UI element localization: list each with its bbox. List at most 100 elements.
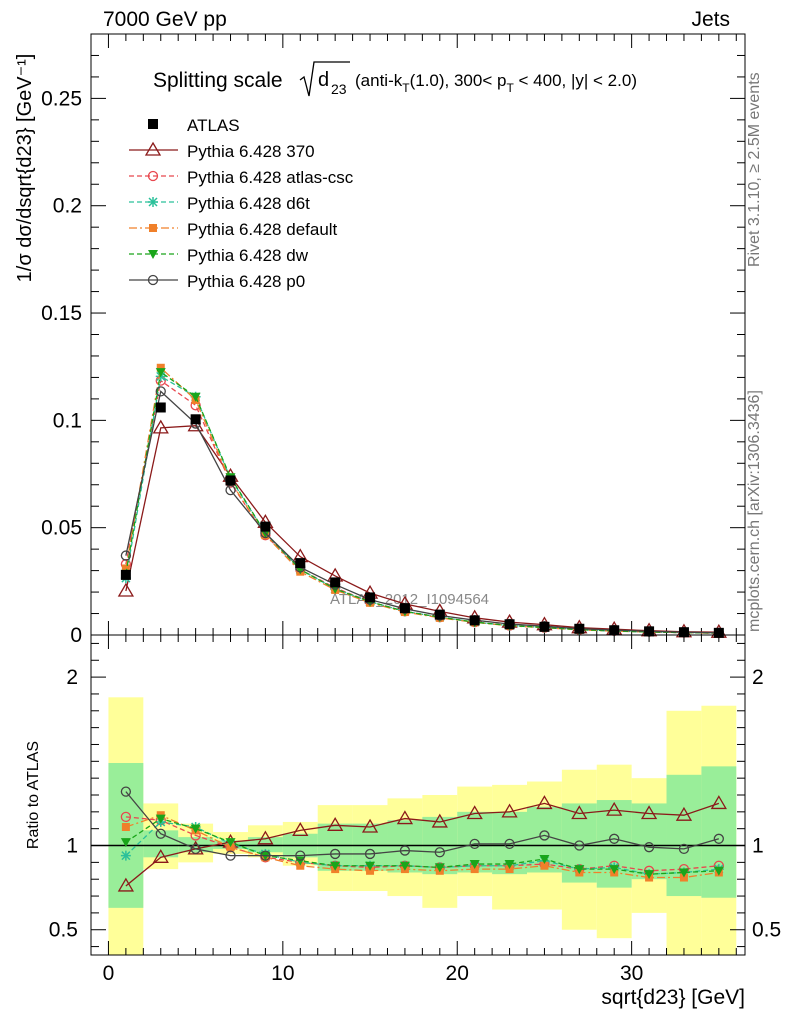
data-point [504,619,515,630]
data-point [675,806,693,821]
data-point [147,170,159,182]
data-point [678,627,689,638]
legend-label: Pythia 6.428 dw [187,246,309,265]
data-point [187,417,204,432]
data-point [469,615,480,626]
y-tick-label: 0.1 [53,409,82,432]
ratio-y-axis-label: Ratio to ATLAS [25,741,42,849]
data-point [536,795,553,810]
asterisk-stroke [121,851,131,861]
x-tick-label: 20 [446,962,469,985]
chart-title-rest: (anti-kT(1.0), 300< pT < 400, |y| < 2.0) [355,71,637,95]
data-point [469,838,480,849]
data-point [225,475,236,486]
data-point [121,564,130,573]
series-line [125,390,719,634]
data-point [678,843,690,855]
data-point [501,803,518,818]
data-point [155,402,166,413]
data-point [225,850,236,861]
data-point [609,865,620,875]
data-point [540,861,549,870]
data-point [148,250,158,259]
ratio-series-line [125,802,720,887]
data-point [330,577,341,588]
data-point [361,818,379,833]
y-tick-label-right: 2 [752,666,764,689]
legend-label: Pythia 6.428 p0 [187,272,305,291]
data-point [606,801,623,816]
data-point [296,861,305,870]
y-tick-label: 0.05 [41,517,82,540]
y-tick-label: 0.2 [53,195,82,218]
data-point [225,484,236,496]
legend-label: Pythia 6.428 370 [187,142,315,161]
data-point [149,224,157,232]
x-axis-label: sqrt{d23} [GeV] [601,986,745,1009]
data-point [155,386,166,397]
uncertainty-band-green [701,766,737,898]
data-point [469,860,480,870]
uncertainty-band-green [631,803,667,880]
legend-entry: Pythia 6.428 atlas-csc [129,168,354,187]
data-point [539,830,550,841]
data-point [152,419,169,434]
data-point [190,414,201,425]
ratio-series-line [125,821,719,875]
data-point [155,828,166,839]
data-point [434,609,445,620]
data-point [121,823,130,831]
data-point [330,861,341,871]
data-point [574,865,585,875]
data-point [327,817,344,831]
data-point [679,873,688,882]
x-tick-label: 30 [620,962,643,985]
x-tick-label: 10 [271,962,294,985]
ratio-series-line [125,814,719,879]
header-right: Jets [691,8,730,31]
uncertainty-band-green [247,837,283,853]
data-point [120,838,131,848]
chart-title-arg: d [318,69,329,91]
data-point [713,833,724,844]
data-point [574,623,585,634]
data-point [466,805,483,820]
data-point [571,805,588,820]
data-point [504,860,515,870]
data-point [609,625,620,636]
uncertainty-band-green [108,763,144,908]
data-point [225,838,236,848]
ratio-series-line [125,791,720,857]
data-point [399,845,411,856]
y-tick-label: 0.15 [41,302,82,325]
data-point [120,569,131,580]
legend-entry: Pythia 6.428 p0 [129,272,305,291]
data-point [148,197,158,207]
data-point [190,824,201,834]
data-point [470,865,479,874]
data-point [431,813,448,828]
data-point [640,805,658,820]
legend-entry: Pythia 6.428 370 [129,141,315,161]
data-point [226,843,235,852]
legend-label: Pythia 6.428 default [187,220,338,239]
data-point [713,627,724,638]
data-point [152,849,169,863]
series-line [125,366,719,634]
data-point [120,786,132,797]
data-point [148,119,158,129]
asterisk-stroke [148,197,158,207]
y-tick-label-right: 1 [752,835,764,858]
legend-entry: Pythia 6.428 dw [129,246,309,265]
data-point [396,810,414,825]
y-tick-label: 0.5 [49,919,78,942]
data-point [117,582,135,597]
data-point [366,866,375,875]
data-point [399,861,410,871]
legend-entry: Pythia 6.428 d6t [129,194,310,213]
data-point [260,521,271,532]
data-point [120,811,132,823]
chart-title: Splitting scale [153,69,283,92]
sqrt-symbol [299,61,350,97]
